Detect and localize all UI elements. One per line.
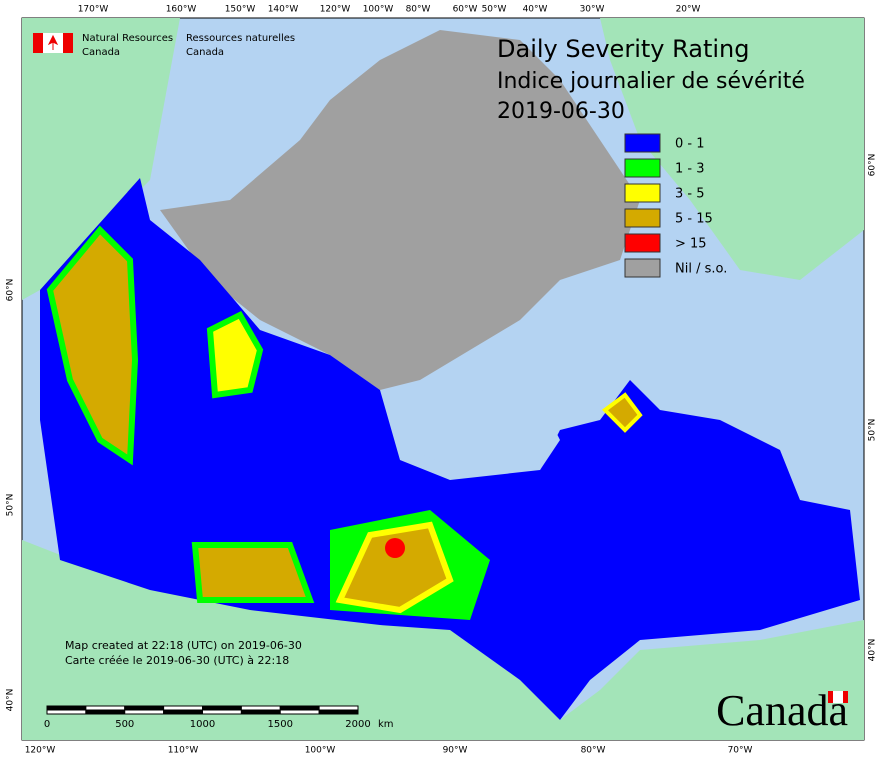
longitude-label: 120°W [25, 746, 56, 756]
quebec-patch [601, 392, 643, 433]
date: 2019-06-30 [497, 99, 625, 124]
scale-unit: km [378, 719, 394, 730]
title: Daily Severity Rating [497, 35, 749, 63]
coordinates: 170°W 160°W 150°W 140°W 120°W 100°W 80°W 60°W 50… [6, 5, 878, 756]
legend-label: 1 - 3 [675, 162, 705, 177]
legend-swatch [624, 133, 661, 153]
longitude-label: 80°W [581, 746, 606, 756]
scale-segment [163, 709, 203, 715]
scale-segment [240, 709, 281, 715]
legend-swatch [624, 233, 661, 253]
flag [33, 33, 73, 53]
ontario-patch [335, 521, 454, 614]
scale-tick-label: 1000 [190, 719, 215, 730]
longitude-label: 140°W [268, 5, 299, 15]
legend-label: 3 - 5 [675, 187, 705, 202]
scale-segment [240, 705, 281, 711]
scale-tick-label: 0 [44, 719, 50, 730]
longitude-label: 170°W [78, 5, 109, 15]
agency-fr: Ressources naturelles [186, 33, 295, 44]
scale-segment [85, 709, 126, 715]
scale-segment [46, 709, 87, 715]
longitude-label: 40°W [523, 5, 548, 15]
header: Natural Resources Canada Ressources natu… [82, 33, 295, 58]
longitude-label: 90°W [443, 746, 468, 756]
hudson-bay [410, 390, 560, 470]
agency-en: Canada [82, 47, 120, 58]
latitude-label: 60°N [868, 154, 878, 177]
scale-tick-label: 500 [115, 719, 134, 730]
scale-segment [318, 705, 359, 711]
greenland [600, 18, 864, 280]
agency-fr: Canada [186, 47, 224, 58]
latitude-label: 40°N [868, 639, 878, 662]
legend: 0 - 1 1 - 3 3 - 5 5 - 15 > 15 Nil / s.o. [624, 133, 727, 278]
latitude-label: 50°N [868, 419, 878, 442]
scale-segment [124, 709, 165, 715]
scale-segment [163, 705, 203, 711]
longitude-label: 30°W [580, 5, 605, 15]
wordmark-flag [828, 691, 848, 703]
legend-label: 0 - 1 [675, 137, 705, 152]
latitude-label: 40°N [6, 689, 16, 712]
scale-segment [85, 705, 126, 711]
longitude-label: 160°W [166, 5, 197, 15]
scale-segment [124, 705, 165, 711]
legend-swatch [624, 258, 661, 278]
note: Carte créée le 2019-06-30 (UTC) à 22:18 [65, 654, 289, 667]
longitude-label: 60°W [453, 5, 478, 15]
note: Map created at 22:18 (UTC) on 2019-06-30 [65, 639, 302, 652]
longitude-label: 100°W [305, 746, 336, 756]
scale-tick-label: 2000 [345, 719, 370, 730]
subtitle: Indice journalier de sévérité [497, 69, 805, 94]
northwest-patch [206, 311, 264, 399]
longitude-label: 120°W [320, 5, 351, 15]
red-patch [385, 538, 405, 558]
longitude-label: 70°W [728, 746, 753, 756]
latitude-label: 50°N [6, 494, 16, 517]
longitude-label: 100°W [363, 5, 394, 15]
legend-label: 5 - 15 [675, 212, 713, 227]
longitude-label: 50°W [482, 5, 507, 15]
scale-bar: 0 500 1000 1500 2000 km [44, 705, 394, 730]
scale-tick-label: 1500 [268, 719, 293, 730]
legend-swatch [624, 183, 661, 203]
latitude-label: 60°N [6, 279, 16, 302]
scale-segment [279, 709, 320, 715]
scale-segment [46, 705, 87, 711]
arctic-nil [160, 30, 640, 390]
scale-segment [279, 705, 320, 711]
scale-segment [202, 709, 242, 715]
usa [22, 540, 864, 740]
scale-segment [318, 709, 359, 715]
prairie-patch [191, 542, 315, 603]
legend-swatch [624, 208, 661, 228]
wordmark: Canada [716, 686, 848, 735]
alaska [22, 18, 180, 300]
legend-label: > 15 [675, 237, 707, 252]
legend-swatch [624, 158, 661, 178]
longitude-label: 20°W [676, 5, 701, 15]
bc-yukon-patch [46, 225, 139, 466]
longitude-label: 110°W [168, 746, 199, 756]
legend-label: Nil / s.o. [675, 262, 727, 277]
longitude-label: 150°W [225, 5, 256, 15]
agency-en: Natural Resources [82, 33, 173, 44]
scale-segment [202, 705, 242, 711]
longitude-label: 80°W [406, 5, 431, 15]
